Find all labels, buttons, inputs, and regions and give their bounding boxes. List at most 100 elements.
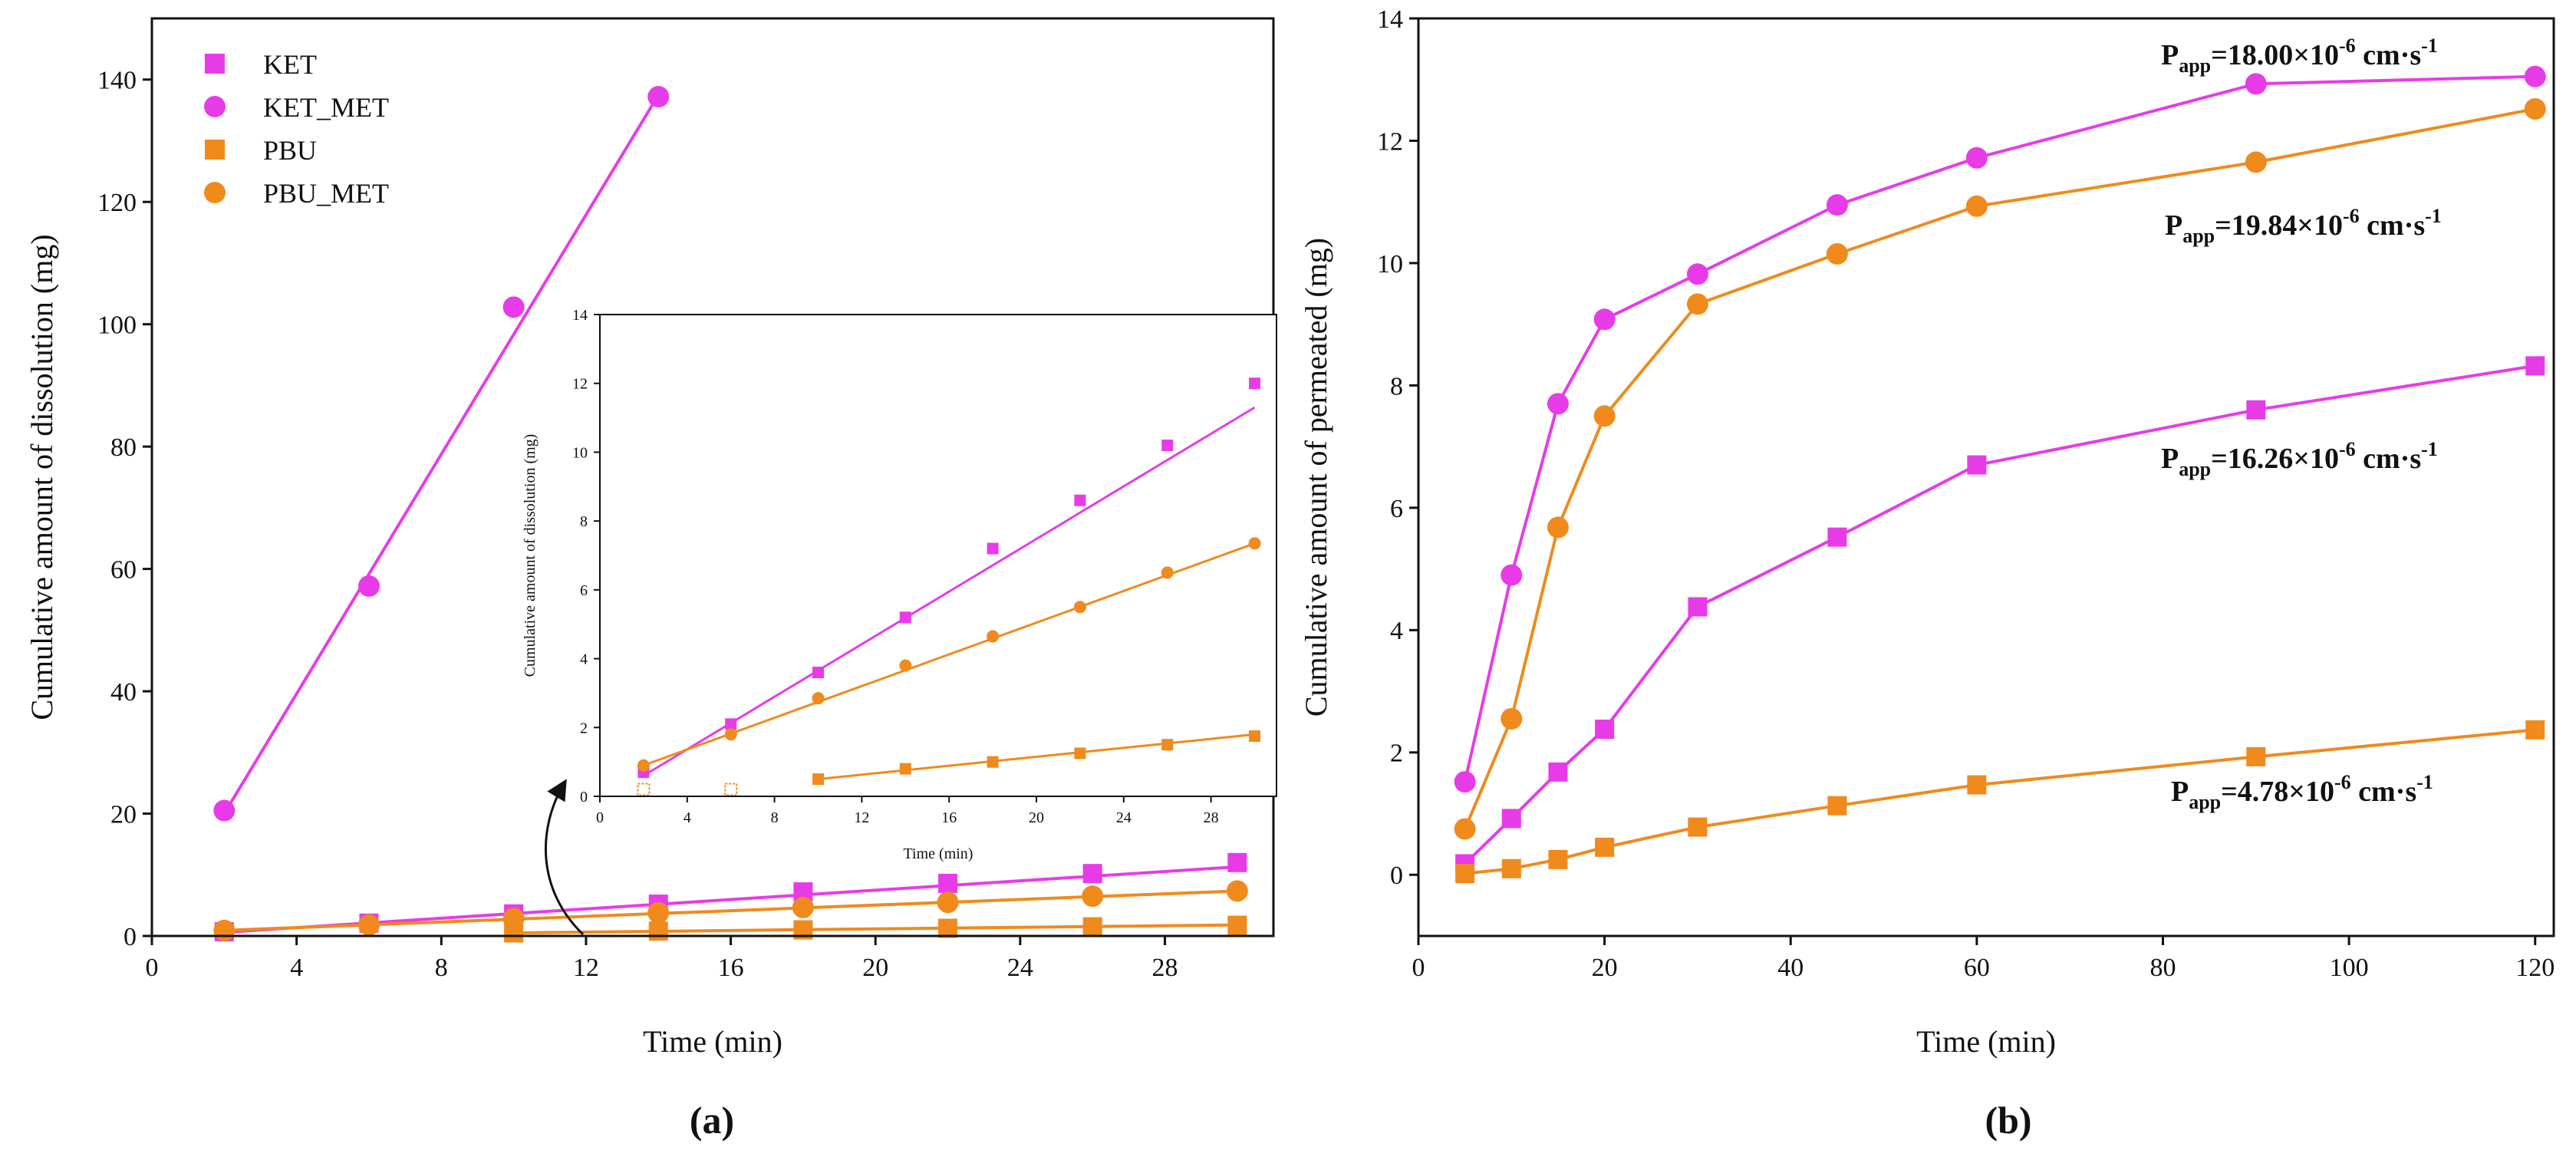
inset-series-pbu-met-point <box>1161 566 1174 579</box>
panel-a-xtick-label: 8 <box>435 954 448 982</box>
panel-a-legend: KET KET_MET PBU PBU_MET <box>204 49 389 209</box>
panel-b-ytick-label: 2 <box>1390 740 1403 768</box>
inset-xtick-label: 16 <box>941 809 957 826</box>
legend-ket-label: KET <box>263 49 317 80</box>
papp-annotation-ket: Papp=16.26×10-6 cm·s-1 <box>2161 438 2438 480</box>
legend-pbu-met-marker <box>204 182 226 203</box>
panel-b-frame <box>1417 17 2555 937</box>
panel-a-xtick-label: 0 <box>146 954 159 982</box>
inset-series-pbu-met-point <box>812 692 825 705</box>
panel-b-xtick-label: 80 <box>2149 954 2176 982</box>
inset-series-pbu-point <box>1074 747 1086 760</box>
panel-a-ytick-label: 80 <box>110 433 137 462</box>
panel-a-ytick-label: 120 <box>97 189 137 217</box>
panel-a-series-pbu-met-point <box>647 901 670 924</box>
inset-series-pbu-met-point <box>1248 537 1261 550</box>
panel-a-series-pbu-met-point <box>792 896 814 918</box>
panel-a-series-ket-point <box>938 873 958 893</box>
inset-series-ket-line <box>643 406 1256 777</box>
panel-a-ytick-label: 140 <box>97 67 137 95</box>
panel-b-series-ket-met-line <box>1463 74 2535 783</box>
panel-b-series-pbu-point <box>1688 817 1708 837</box>
panel-a-series-pbu-line <box>513 923 1237 934</box>
panel-b-series-pbu-point <box>1548 849 1568 869</box>
inset-xtick-label: 0 <box>596 809 604 826</box>
panel-a-series-ket-line <box>224 865 1237 934</box>
panel-b-series-ket-met-point <box>1965 147 1988 169</box>
papp-annotation-pbu: Papp=4.78×10-6 cm·s-1 <box>2171 771 2433 813</box>
panel-b-series-pbu-point <box>2246 746 2266 766</box>
panel-a-xlabel: Time (min) <box>643 1024 782 1059</box>
panel-b-series-pbu-met-point <box>1454 818 1476 840</box>
panel-a-series-pbu-met-point <box>937 891 959 914</box>
legend-ket-met-marker <box>204 96 226 117</box>
panel-a-ytick-label: 60 <box>110 556 137 585</box>
panel-b-series-pbu-met-point <box>1547 516 1569 539</box>
panel-b-series-pbu-met-point <box>1593 405 1616 427</box>
inset-series-ket-point <box>812 667 825 679</box>
inset-xtick-label: 12 <box>854 809 869 826</box>
inset-xtick-label: 24 <box>1116 809 1132 826</box>
panel-a-series-pbu-met-point <box>213 919 236 941</box>
inset-series-pbu-met-line <box>643 542 1256 767</box>
panel-b-xtick-label: 60 <box>1964 954 1990 982</box>
panel-b-series-pbu-met-point <box>1686 293 1708 315</box>
panel-b-ylabel: Cumulative amount of permeated (mg) <box>1299 238 1333 717</box>
panel-a-ytick-label: 0 <box>124 923 137 951</box>
inset-ytick-label: 6 <box>580 582 588 599</box>
panel-b-series-pbu-point <box>1967 775 1987 795</box>
panel-b-series-pbu-point <box>1501 858 1521 878</box>
inset-series-pbu-point <box>1161 739 1174 751</box>
panel-a-series-ket-met-point <box>213 799 236 822</box>
inset-series-ket-point <box>1249 377 1261 390</box>
inset-series-pbu-met-point <box>899 659 912 672</box>
panel-b-xtick-label: 20 <box>1592 954 1618 982</box>
inset-series-ket-point <box>1161 439 1174 451</box>
inset-series-pbu-line <box>818 733 1255 781</box>
panel-b-xlabel: Time (min) <box>1916 1024 2056 1059</box>
panel-b-ytick-label: 6 <box>1390 495 1403 523</box>
panel-b-series-ket-point <box>2525 356 2545 376</box>
panel-a-xtick-label: 20 <box>862 954 888 982</box>
inset-background <box>600 315 1276 796</box>
inset-xtick-label: 28 <box>1204 809 1219 826</box>
panel-b-series-ket-point <box>1548 762 1568 782</box>
panel-a-series-pbu-met-point <box>502 908 525 930</box>
panel-b-series-pbu-met-point <box>1500 707 1523 730</box>
panel-a-ytick-label: 100 <box>97 311 137 340</box>
panel-a-label: (a) <box>690 1099 734 1142</box>
papp-annotation-pbu-met: Papp=19.84×10-6 cm·s-1 <box>2165 205 2442 247</box>
panel-a-series-pbu-met-line <box>224 889 1237 932</box>
inset-ytick-label: 14 <box>572 307 588 324</box>
inset-series-ket-point <box>1074 494 1086 506</box>
panel-a-series-pbu-point <box>1082 917 1102 937</box>
panel-b-ytick-label: 12 <box>1377 127 1403 156</box>
panel-b-series-pbu-met-point <box>1826 242 1848 265</box>
inset-series-pbu-met-point <box>1073 601 1086 614</box>
inset-series-pbu-met-point <box>987 630 1000 643</box>
inset-hollow-point <box>637 783 651 796</box>
inset-series-ket-point <box>725 718 737 730</box>
panel-b-series-ket-met-point <box>1547 393 1569 415</box>
inset-ytick-label: 12 <box>572 376 588 393</box>
panel-b-ytick-label: 4 <box>1390 617 1403 645</box>
panel-b-ytick-label: 14 <box>1377 5 1403 34</box>
inset-xlabel: Time (min) <box>904 845 973 862</box>
panel-a-xtick-label: 12 <box>573 954 599 982</box>
panel-a-series-pbu-met-point <box>1226 880 1248 902</box>
inset-hollow-point <box>724 783 738 796</box>
panel-a-series-ket-met-line <box>222 94 660 815</box>
panel-a-xtick-label: 4 <box>290 954 303 982</box>
inset-ytick-label: 0 <box>580 789 588 806</box>
panel-b-series-pbu-point <box>1455 864 1475 884</box>
inset-ylabel: Cumulative amount of dissolution (mg) <box>522 434 539 677</box>
panel-a-xtick-label: 28 <box>1152 954 1178 982</box>
panel-b-series-pbu-met-point <box>1965 195 1988 217</box>
panel-a-xtick-label: 16 <box>718 954 744 982</box>
panel-b-ytick-label: 10 <box>1377 250 1403 278</box>
inset-xtick-label: 20 <box>1029 809 1044 826</box>
panel-b-xtick-label: 100 <box>2330 954 2369 982</box>
panel-a-series-pbu-met-point <box>357 914 380 936</box>
